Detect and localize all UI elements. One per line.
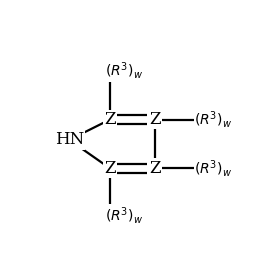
Text: Z: Z bbox=[149, 160, 160, 177]
Text: Z: Z bbox=[104, 111, 116, 128]
Text: $(R^3)_w$: $(R^3)_w$ bbox=[194, 158, 232, 179]
Text: $(R^3)_w$: $(R^3)_w$ bbox=[105, 204, 143, 225]
Text: Z: Z bbox=[104, 160, 116, 177]
Text: Z: Z bbox=[149, 111, 160, 128]
Text: $(R^3)_w$: $(R^3)_w$ bbox=[194, 109, 232, 130]
Text: HN: HN bbox=[55, 131, 84, 148]
Text: $(R^3)_w$: $(R^3)_w$ bbox=[105, 60, 143, 81]
